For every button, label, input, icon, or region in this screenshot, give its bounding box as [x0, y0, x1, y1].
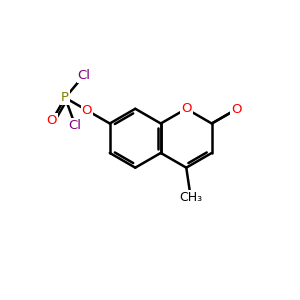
Text: P: P: [61, 91, 69, 104]
Text: O: O: [181, 102, 191, 115]
Text: CH₃: CH₃: [179, 190, 202, 204]
Text: O: O: [47, 114, 57, 127]
Text: Cl: Cl: [78, 69, 91, 82]
Text: Cl: Cl: [69, 119, 82, 132]
Text: O: O: [231, 103, 241, 116]
Text: O: O: [82, 104, 92, 117]
